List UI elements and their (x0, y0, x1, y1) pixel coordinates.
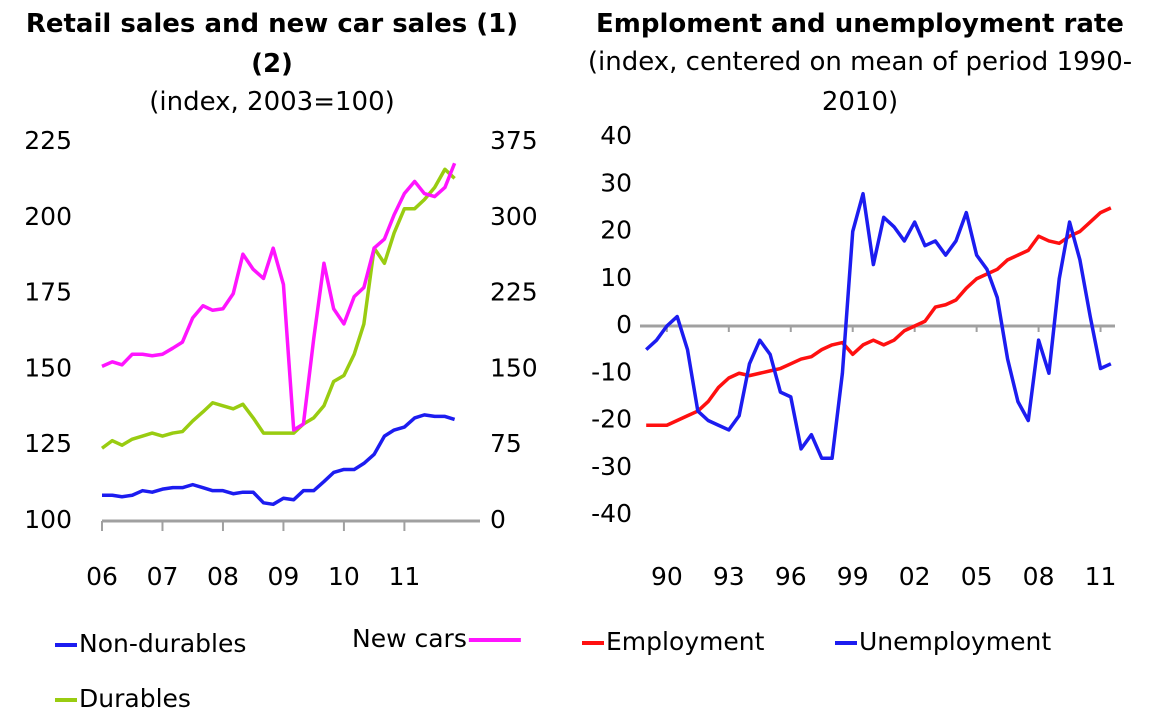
x-tick-label: 11 (388, 562, 420, 591)
y-tick-label: -10 (591, 357, 632, 386)
y2-tick-label: 0 (490, 505, 506, 534)
y2-tick-label: 300 (490, 202, 538, 231)
y-tick-label: 200 (24, 202, 72, 231)
y-tick-label: 10 (600, 263, 632, 292)
legend-item: Durables (55, 684, 191, 713)
legend-label: New cars (352, 624, 467, 653)
y2-tick-label: 375 (490, 126, 538, 155)
y2-tick-label: 150 (490, 353, 538, 382)
x-tick-label: 11 (1085, 562, 1117, 591)
legend-label: Employment (606, 627, 765, 656)
series-line (100, 167, 456, 450)
series-line (646, 206, 1112, 427)
y-tick-label: 30 (600, 168, 632, 197)
x-tick-label: 99 (837, 562, 869, 591)
y-tick-label: -40 (591, 499, 632, 528)
x-tick-label: 10 (328, 562, 360, 591)
y-tick-label: 225 (24, 126, 72, 155)
legend-label: Unemployment (859, 627, 1051, 656)
legend-item: Employment (582, 627, 765, 656)
legend-label: Non-durables (79, 629, 246, 658)
chart-title: Retail sales and new car sales (1)(2) (25, 9, 519, 79)
x-tick-label: 08 (1023, 562, 1055, 591)
x-tick-label: 07 (147, 562, 179, 591)
y2-tick-label: 225 (490, 278, 538, 307)
x-tick-label: 08 (207, 562, 239, 591)
x-tick-label: 06 (86, 562, 118, 591)
x-tick-label: 96 (775, 562, 807, 591)
y-tick-label: 20 (600, 216, 632, 245)
series-line (102, 413, 456, 507)
x-tick-label: 05 (961, 562, 993, 591)
y-tick-label: -30 (591, 452, 632, 481)
y-tick-label: 0 (616, 310, 632, 339)
series-line (645, 191, 1112, 461)
chart-subtitle: (index, centered on mean of period 1990-… (587, 47, 1133, 117)
y-tick-label: 125 (24, 429, 72, 458)
legend-item: Non-durables (55, 629, 246, 658)
x-tick-label: 93 (713, 562, 745, 591)
x-tick-label: 09 (268, 562, 300, 591)
y-tick-label: 40 (600, 121, 632, 150)
y-tick-label: 150 (24, 353, 72, 382)
x-tick-label: 02 (899, 562, 931, 591)
y2-tick-label: 75 (490, 429, 522, 458)
series-line (101, 162, 457, 432)
legend-item: Unemployment (835, 627, 1051, 656)
chart-title: Emploment and unemployment rate (596, 9, 1124, 39)
chart-subtitle: (index, 2003=100) (149, 87, 395, 117)
x-tick-label: 90 (651, 562, 683, 591)
y-tick-label: 175 (24, 278, 72, 307)
y-tick-label: 100 (24, 505, 72, 534)
y-tick-label: -20 (591, 405, 632, 434)
legend-label: Durables (79, 684, 191, 713)
legend-item: New cars (352, 624, 521, 653)
